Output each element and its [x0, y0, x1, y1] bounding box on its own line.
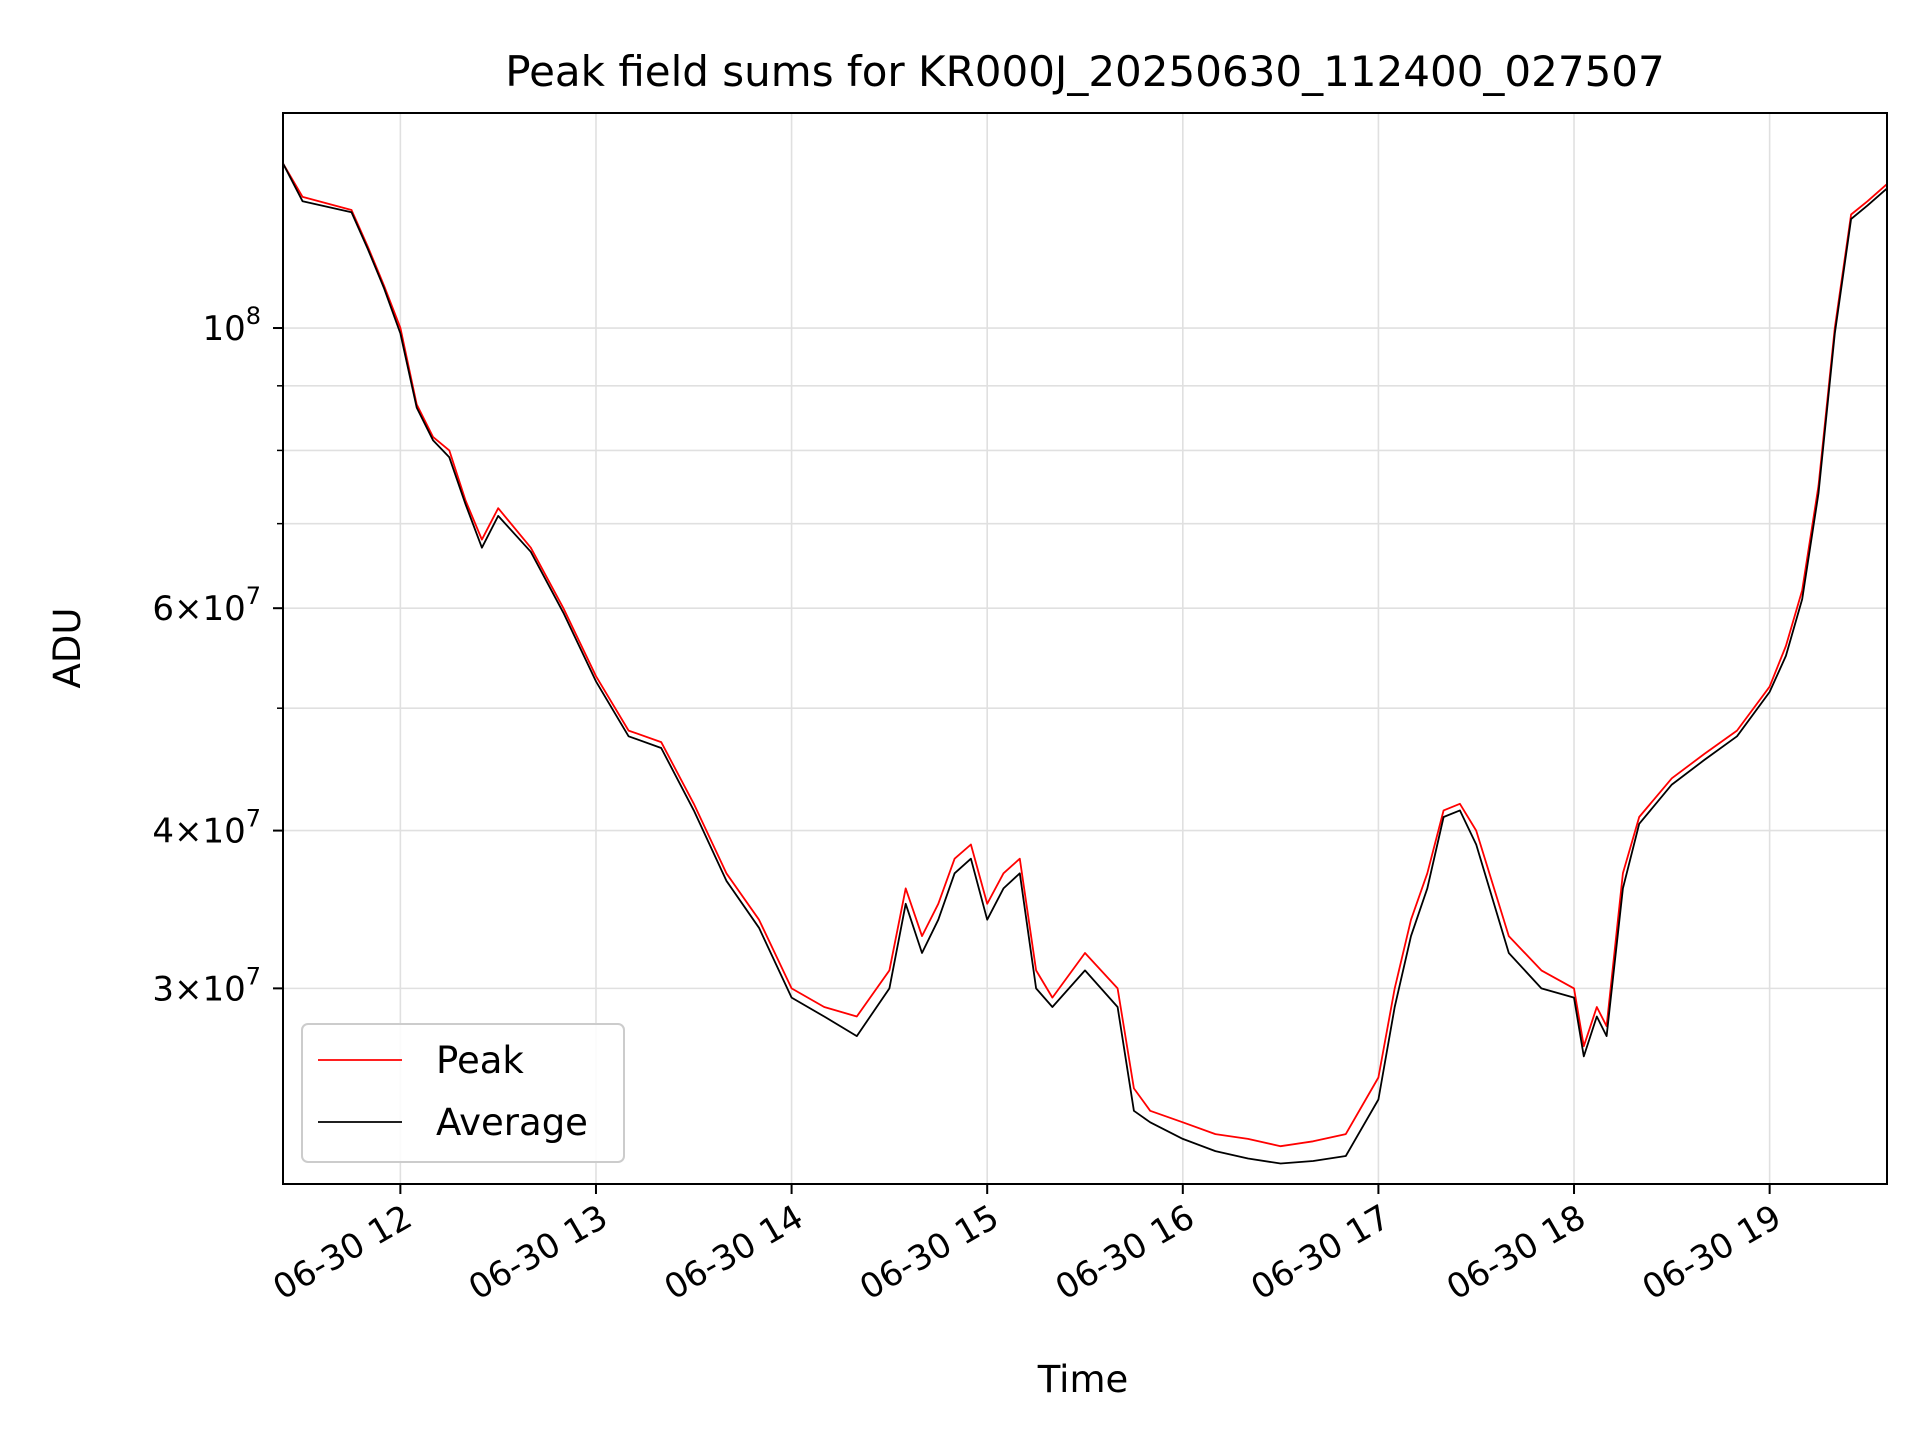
plot-frame [282, 112, 1888, 1185]
y-axis-label: ADU [46, 608, 89, 689]
chart-title: Peak field sums for KR000J_20250630_1124… [505, 47, 1665, 96]
series-line-average [282, 162, 1888, 1165]
legend: Peak Average [301, 1023, 625, 1163]
y-tick-label: 3×107 [152, 962, 261, 1009]
legend-peak-label: Peak [436, 1039, 524, 1082]
y-axis-ticks: 108 6×107 4×107 3×107 [152, 302, 283, 1009]
legend-box [301, 1023, 625, 1163]
y-tick-label: 4×107 [152, 805, 261, 852]
x-axis-label: Time [1037, 1358, 1129, 1401]
grid [283, 113, 1887, 1184]
legend-average-label: Average [436, 1101, 588, 1144]
y-tick-label: 6×107 [152, 582, 261, 629]
series-layer [282, 162, 1888, 1165]
y-tick-label: 108 [202, 302, 261, 349]
series-line-peak [282, 162, 1888, 1148]
